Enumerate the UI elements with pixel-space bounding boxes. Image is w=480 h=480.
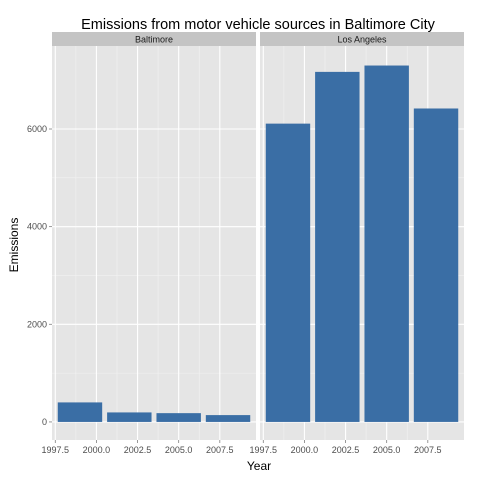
bar	[156, 413, 201, 422]
facet-strip	[260, 32, 464, 46]
facet-strip-label: Baltimore	[135, 35, 173, 45]
x-tick-label: 2007.5	[206, 445, 234, 455]
bar	[265, 123, 311, 422]
bar	[413, 108, 459, 422]
bar	[315, 71, 360, 422]
chart-title: Emissions from motor vehicle sources in …	[81, 17, 435, 33]
y-axis: 0 2000 4000 6000	[27, 124, 52, 427]
y-axis-title: Emissions	[7, 218, 21, 273]
x-tick-label: 2002.5	[124, 445, 152, 455]
facet-strip	[52, 32, 256, 46]
x-tick-label: 1997.5	[42, 445, 70, 455]
x-axis-title: Year	[247, 459, 271, 473]
x-tick-label: 2002.5	[332, 445, 360, 455]
x-tick-label: 2000.0	[83, 445, 111, 455]
x-tick-label: 2000.0	[291, 445, 319, 455]
x-tick-label: 2005.0	[373, 445, 401, 455]
panel-background	[52, 46, 256, 440]
y-tick-label: 2000	[27, 319, 47, 329]
x-tick-label: 2007.5	[414, 445, 442, 455]
bar	[57, 402, 103, 422]
facet-panel-1: Los Angeles 1997.5 2000.0 2002.5 2005.0 2007.…	[250, 32, 464, 455]
y-tick-label: 0	[42, 417, 47, 427]
facet-strip-label: Los Angeles	[337, 35, 387, 45]
bar	[205, 415, 251, 422]
bar	[364, 65, 409, 422]
bar	[107, 412, 152, 422]
x-tick-label: 2005.0	[165, 445, 193, 455]
y-tick-label: 6000	[27, 124, 47, 134]
y-tick-label: 4000	[27, 222, 47, 232]
x-tick-label: 1997.5	[250, 445, 278, 455]
facet-panel-0: Baltimore 1997.5 2000.0 2002.5 2005.0 2007.5	[42, 32, 256, 455]
